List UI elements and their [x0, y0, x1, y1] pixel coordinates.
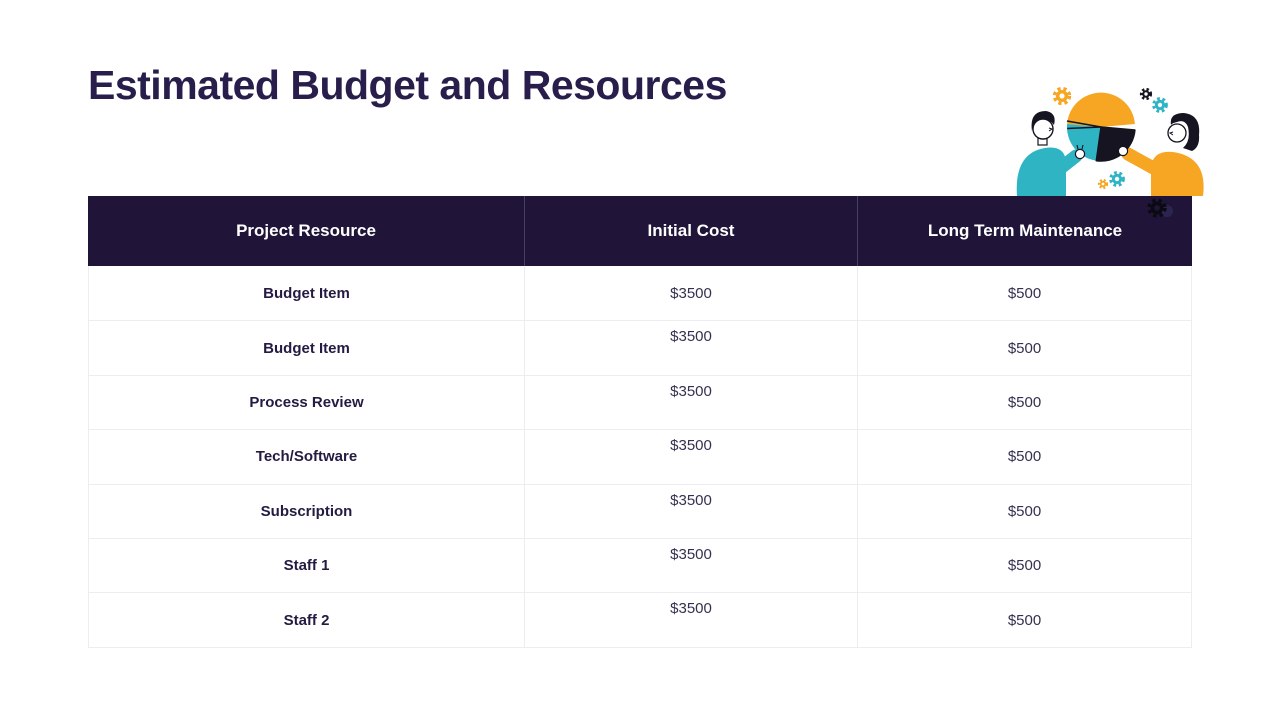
project-resource-cell-label: Process Review: [249, 393, 364, 411]
gear-icon: [1143, 195, 1177, 223]
person-illustration: [1121, 113, 1204, 196]
initial-cost-cell: $3500: [525, 593, 858, 647]
initial-cost-cell: $3500: [525, 538, 858, 593]
project-resource-cell: Budget Item: [89, 321, 525, 375]
table-row: Subscription $3500 $500: [89, 483, 1191, 538]
maintenance-cell: $500: [858, 485, 1191, 538]
project-resource-cell-label: Staff 2: [283, 611, 330, 629]
pie-chart-icon: [1066, 92, 1136, 162]
column-header-project-resource: Project Resource: [88, 196, 525, 266]
table-row: Tech/Software $3500 $500: [89, 429, 1191, 484]
initial-cost-cell: $3500: [525, 430, 858, 484]
gear-icon: [1109, 171, 1125, 187]
initial-cost-cell: $3500: [525, 484, 858, 538]
maintenance-cell-label: $500: [1007, 611, 1042, 629]
project-resource-cell: Subscription: [89, 484, 525, 538]
initial-cost-cell-label: $3500: [670, 284, 712, 302]
maintenance-cell: $500: [858, 430, 1191, 483]
project-resource-cell: Staff 1: [89, 538, 525, 593]
initial-cost-cell: $3500: [525, 321, 858, 375]
gear-icon: [1139, 87, 1153, 101]
initial-cost-cell: $3500: [525, 266, 858, 321]
initial-cost-cell-label: $3500: [670, 437, 712, 455]
project-resource-cell-label: Staff 1: [283, 557, 330, 575]
table-row: Budget Item $3500 $500: [89, 266, 1191, 321]
hand-icon: [1074, 144, 1086, 160]
column-header-long-term-maintenance: Long Term Maintenance: [927, 221, 1123, 240]
person-illustration: [1016, 111, 1083, 196]
table-row: Staff 2 $3500 $500: [89, 592, 1191, 647]
table-row: Budget Item $3500 $500: [89, 320, 1191, 375]
initial-cost-cell-label: $3500: [670, 545, 712, 563]
project-resource-cell-label: Tech/Software: [255, 448, 358, 466]
maintenance-cell: $500: [858, 376, 1191, 429]
people-pie-chart-illustration: [1005, 75, 1215, 196]
maintenance-cell-label: $500: [1007, 502, 1042, 520]
project-resource-cell-label: Budget Item: [263, 339, 350, 357]
project-resource-cell-label: Budget Item: [263, 284, 350, 302]
maintenance-cell: $500: [858, 539, 1191, 592]
maintenance-cell-label: $500: [1007, 393, 1042, 411]
maintenance-cell: $500: [858, 266, 1191, 320]
initial-cost-cell-label: $3500: [670, 382, 712, 400]
maintenance-cell: $500: [858, 321, 1191, 374]
maintenance-cell-label: $500: [1007, 448, 1042, 466]
gear-icon: [1052, 86, 1072, 106]
maintenance-cell-label: $500: [1007, 284, 1042, 302]
table-row: Staff 1 $3500 $500: [89, 537, 1191, 593]
maintenance-cell-label: $500: [1007, 339, 1042, 357]
budget-table: Project Resource Initial Cost Long Term …: [88, 196, 1192, 648]
maintenance-cell-label: $500: [1007, 557, 1042, 575]
gear-icon: [1152, 97, 1168, 113]
initial-cost-cell-label: $3500: [670, 328, 712, 346]
project-resource-cell-label: Subscription: [260, 502, 353, 520]
initial-cost-cell: $3500: [525, 375, 858, 430]
initial-cost-cell-label: $3500: [670, 600, 712, 618]
page-title: Estimated Budget and Resources: [88, 62, 727, 108]
column-header-initial-cost: Initial Cost: [525, 196, 858, 266]
project-resource-cell: Process Review: [89, 375, 525, 430]
hand-icon: [1117, 141, 1129, 157]
table-row: Process Review $3500 $500: [89, 374, 1191, 430]
table-body: Budget Item $3500 $500 Budget Item $3500 $500…: [88, 266, 1192, 648]
project-resource-cell: Budget Item: [89, 266, 525, 321]
gear-icon: [1097, 178, 1109, 190]
project-resource-cell: Tech/Software: [89, 430, 525, 484]
project-resource-cell: Staff 2: [89, 593, 525, 647]
maintenance-cell: $500: [858, 593, 1191, 646]
table-header-row: Project Resource Initial Cost Long Term …: [88, 196, 1192, 266]
initial-cost-cell-label: $3500: [670, 491, 712, 509]
